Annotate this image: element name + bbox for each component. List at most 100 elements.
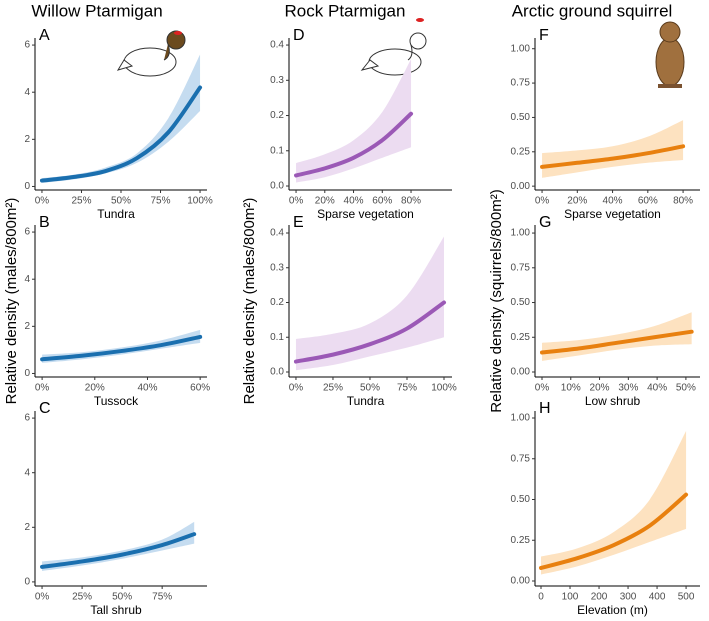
- x-tick-label: 10%: [561, 383, 581, 394]
- y-tick-label: 2: [24, 522, 30, 533]
- trend-line: [40, 334, 203, 362]
- confidence-band: [295, 236, 445, 371]
- y-tick-label: 0.00: [511, 576, 531, 587]
- x-tick-label: 60%: [190, 383, 210, 394]
- y-tick-label: 4: [24, 87, 30, 98]
- rock-ptarmigan-icon: [360, 18, 427, 76]
- x-tick-label: 40%: [137, 383, 157, 394]
- squirrel-icon: [655, 21, 685, 88]
- trend-line: [294, 111, 414, 178]
- x-tick-label: 75%: [397, 383, 417, 394]
- y-tick-label: 1.00: [511, 413, 531, 424]
- confidence-band: [42, 521, 195, 571]
- x-tick-label: 300: [620, 592, 637, 603]
- x-tick-label: 100%: [431, 383, 457, 394]
- x-axis-title: Tundra: [347, 394, 385, 408]
- x-tick-label: 60%: [372, 196, 392, 207]
- y-axis-title: Relative density (males/800m²): [3, 198, 20, 405]
- x-tick-label: 0%: [289, 196, 304, 207]
- confidence-band: [541, 431, 687, 575]
- panel-label: H: [539, 400, 551, 417]
- x-tick-label: 80%: [401, 196, 421, 207]
- y-tick-label: 0.0: [270, 181, 284, 192]
- y-tick-label: 0.0: [270, 367, 284, 378]
- y-tick-label: 4: [24, 274, 30, 285]
- x-tick-label: 25%: [323, 383, 343, 394]
- y-tick-label: 0.75: [511, 78, 531, 89]
- x-tick-label: 20%: [567, 196, 587, 207]
- panel-label: E: [293, 214, 304, 231]
- x-axis-title: Low shrub: [585, 394, 641, 408]
- x-tick-label: 20%: [315, 196, 335, 207]
- x-tick-label: 400: [649, 592, 666, 603]
- y-tick-label: 0.4: [270, 228, 284, 239]
- trend-line: [293, 300, 447, 364]
- x-tick-label: 100%: [187, 196, 213, 207]
- x-axis-title: Sparse vegetation: [564, 207, 661, 221]
- y-axis-title: Relative density (males/800m²): [241, 198, 258, 405]
- x-tick-label: 200: [591, 592, 608, 603]
- x-tick-label: 0%: [35, 592, 50, 603]
- y-tick-label: 1.00: [511, 43, 531, 54]
- y-tick-label: 0.4: [270, 40, 284, 51]
- x-tick-label: 100: [562, 592, 579, 603]
- x-axis-title: Sparse vegetation: [317, 207, 414, 221]
- confidence-band: [296, 59, 412, 183]
- panel-label: F: [539, 27, 549, 44]
- x-tick-label: 30%: [618, 383, 638, 394]
- x-tick-label: 0%: [289, 383, 304, 394]
- x-axis-title: Elevation (m): [577, 603, 648, 617]
- y-tick-label: 6: [24, 413, 30, 424]
- y-tick-label: 0: [24, 181, 30, 192]
- y-tick-label: 0.00: [511, 181, 531, 192]
- y-tick-label: 0.50: [511, 494, 531, 505]
- x-axis-title: Tundra: [97, 207, 135, 221]
- y-tick-label: 0.75: [511, 262, 531, 273]
- x-tick-label: 50%: [360, 383, 380, 394]
- x-tick-label: 40%: [344, 196, 364, 207]
- x-tick-label: 0%: [35, 383, 50, 394]
- x-tick-label: 40%: [603, 196, 623, 207]
- y-tick-label: 4: [24, 467, 30, 478]
- x-tick-label: 500: [678, 592, 695, 603]
- panel-label: G: [539, 214, 551, 231]
- x-axis-title: Tussock: [94, 394, 139, 408]
- trend-line: [40, 532, 197, 569]
- trend-line: [539, 329, 694, 355]
- willow-ptarmigan-icon: [116, 30, 186, 77]
- panel-label: A: [39, 27, 50, 44]
- x-tick-label: 80%: [673, 196, 693, 207]
- column-title: Arctic ground squirrel: [512, 1, 673, 20]
- y-axis-title: Relative density (squirrels/800m²): [488, 189, 505, 412]
- x-tick-label: 60%: [638, 196, 658, 207]
- x-tick-label: 25%: [71, 196, 91, 207]
- y-tick-label: 1.00: [511, 228, 531, 239]
- y-tick-label: 2: [24, 321, 30, 332]
- x-tick-label: 20%: [590, 383, 610, 394]
- y-tick-label: 6: [24, 227, 30, 238]
- x-tick-label: 50%: [111, 196, 131, 207]
- column-title: Willow Ptarmigan: [31, 1, 162, 20]
- panel-label: D: [293, 27, 305, 44]
- x-tick-label: 0%: [535, 196, 550, 207]
- y-tick-label: 2: [24, 134, 30, 145]
- y-tick-label: 0.1: [270, 332, 284, 343]
- y-tick-label: 0.50: [511, 112, 531, 123]
- y-tick-label: 0.3: [270, 75, 284, 86]
- y-tick-label: 0: [24, 368, 30, 379]
- y-tick-label: 0.2: [270, 110, 284, 121]
- x-tick-label: 0%: [35, 196, 50, 207]
- x-tick-label: 25%: [72, 592, 92, 603]
- x-tick-label: 50%: [112, 592, 132, 603]
- y-tick-label: 0: [24, 577, 30, 588]
- panel-label: C: [39, 400, 51, 417]
- x-tick-label: 0: [538, 592, 544, 603]
- y-tick-label: 0.50: [511, 297, 531, 308]
- trend-line: [540, 144, 686, 169]
- y-tick-label: 6: [24, 40, 30, 51]
- column-title: Rock Ptarmigan: [285, 1, 406, 20]
- x-tick-label: 75%: [151, 196, 171, 207]
- y-tick-label: 0.1: [270, 145, 284, 156]
